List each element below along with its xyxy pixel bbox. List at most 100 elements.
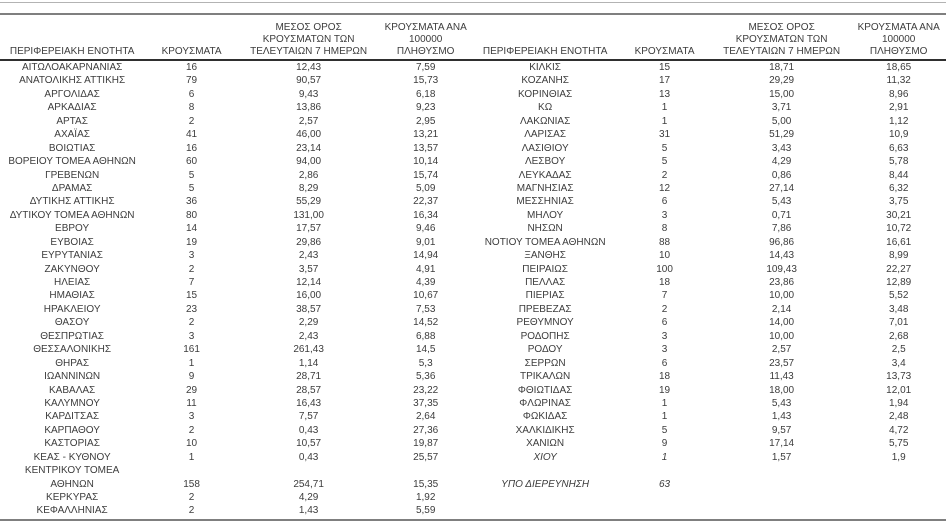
per100k-cell: 30,21: [886, 209, 912, 221]
per100k-cell: 13,57: [413, 142, 439, 154]
avg7-cell: 27,14: [769, 182, 795, 194]
cases-cell: 7: [661, 290, 668, 302]
region-cell: ΜΗΛΟΥ: [527, 209, 564, 221]
per100k-cell: 3,75: [888, 196, 909, 208]
cases-cell: 2: [188, 263, 195, 275]
per100k-cell: 7,59: [415, 62, 436, 73]
table-row: ΛΑΡΙΣΑΣ 31 51,29 10,9: [473, 128, 946, 141]
per100k-cell: 2,68: [888, 330, 909, 342]
per100k-cell: 6,88: [415, 330, 436, 342]
avg7-cell: 46,00: [296, 129, 322, 141]
cases-cell: 9: [188, 371, 195, 383]
cases-cell: 13: [658, 88, 671, 100]
region-cell: ΠΡΕΒΕΖΑΣ: [518, 303, 572, 315]
per100k-cell: 3,4: [891, 357, 906, 369]
per100k-cell: 9,01: [415, 236, 436, 248]
table-row: ΘΕΣΠΡΩΤΙΑΣ 3 2,43 6,88: [0, 330, 473, 343]
table-row: ΕΒΡΟΥ 14 17,57 9,46: [0, 222, 473, 235]
region-cell: ΝΟΤΙΟΥ ΤΟΜΕΑ ΑΘΗΝΩΝ: [484, 236, 606, 248]
avg7-cell: 10,00: [769, 290, 795, 302]
cases-cell: 6: [188, 88, 195, 100]
col-header-per100k: ΚΡΟΥΣΜΑΤΑ ΑΝΑ 100000 ΠΛΗΘΥΣΜΟ: [851, 18, 946, 61]
table-row: ΑΡΓΟΛΙΔΑΣ 6 9,43 6,18: [0, 88, 473, 101]
cases-cell: 10: [185, 438, 198, 450]
cases-cell: 19: [658, 384, 671, 396]
per100k-cell: 7,01: [888, 317, 909, 329]
table-row: ΛΕΥΚΑΔΑΣ 2 0,86 8,44: [473, 169, 946, 182]
per100k-cell: 37,35: [413, 397, 439, 409]
table-row: ΘΕΣΣΑΛΟΝΙΚΗΣ 161 261,43 14,5: [0, 343, 473, 356]
cases-cell: 1: [188, 451, 195, 463]
table-row: ΑΡΚΑΔΙΑΣ 8 13,86 9,23: [0, 101, 473, 114]
avg7-cell: 9,57: [771, 424, 792, 436]
cases-cell: 17: [658, 75, 671, 87]
table-row: ΜΕΣΣΗΝΙΑΣ 6 5,43 3,75: [473, 195, 946, 208]
col-header-cases: ΚΡΟΥΣΜΑΤΑ: [144, 18, 239, 61]
table-header-left: ΠΕΡΙΦΕΡΕΙΑΚΗ ΕΝΟΤΗΤΑ ΚΡΟΥΣΜΑΤΑ ΜΕΣΟΣ ΟΡΟ…: [0, 18, 473, 61]
region-cell: ΕΥΡΥΤΑΝΙΑΣ: [41, 250, 103, 262]
region-cell: ΑΡΓΟΛΙΔΑΣ: [44, 88, 100, 100]
cases-cell: 11: [186, 397, 197, 409]
regional-cases-tables: ΠΕΡΙΦΕΡΕΙΑΚΗ ΕΝΟΤΗΤΑ ΚΡΟΥΣΜΑΤΑ ΜΕΣΟΣ ΟΡΟ…: [0, 18, 946, 518]
table-row: ΡΕΘΥΜΝΟΥ 6 14,00 7,01: [473, 316, 946, 329]
cases-cell: 15: [185, 290, 198, 302]
cases-cell: 18: [658, 371, 671, 383]
per100k-cell: 8,96: [888, 88, 909, 100]
col-header-avg7: ΜΕΣΟΣ ΟΡΟΣ ΚΡΟΥΣΜΑΤΩΝ ΤΩΝ ΤΕΛΕΥΤΑΙΩΝ 7 Η…: [711, 18, 852, 61]
avg7-cell: 131,00: [293, 209, 324, 221]
region-cell: ΛΕΣΒΟΥ: [524, 156, 566, 168]
avg7-cell: 2,14: [771, 303, 792, 315]
per100k-cell: 5,52: [888, 290, 909, 302]
per100k-cell: [851, 464, 946, 477]
per100k-cell: 2,64: [415, 411, 436, 423]
avg7-cell: 9,43: [298, 88, 319, 100]
per100k-cell: 12,89: [886, 277, 912, 288]
per100k-cell: 4,91: [415, 263, 436, 275]
avg7-cell: 90,57: [296, 75, 322, 87]
avg7-cell: 28,71: [296, 371, 322, 383]
avg7-cell: 261,43: [293, 344, 324, 356]
per100k-cell: 8,44: [888, 169, 909, 181]
region-cell: ΥΠΟ ΔΙΕΡΕΥΝΗΣΗ: [501, 478, 590, 490]
region-cell: ΚΕΑΣ - ΚΥΘΝΟΥ: [33, 451, 111, 463]
cases-cell: 3: [188, 330, 195, 342]
table-row: ΛΕΣΒΟΥ 5 4,29 5,78: [473, 155, 946, 168]
table-row: ΚΑΒΑΛΑΣ 29 28,57 23,22: [0, 384, 473, 397]
region-cell: ΕΒΡΟΥ: [55, 223, 90, 235]
avg7-cell: 15,00: [769, 88, 795, 100]
cases-cell: 14: [185, 223, 198, 235]
per100k-cell: 15,74: [413, 169, 439, 181]
region-cell: ΚΟΡΙΝΘΙΑΣ: [518, 88, 573, 100]
per100k-cell: 7,53: [415, 303, 436, 315]
avg7-cell: 23,86: [769, 277, 795, 288]
region-cell: ΘΕΣΣΑΛΟΝΙΚΗΣ: [33, 344, 112, 356]
per100k-cell: 3,48: [888, 303, 909, 315]
header-row: ΠΕΡΙΦΕΡΕΙΑΚΗ ΕΝΟΤΗΤΑ ΚΡΟΥΣΜΑΤΑ ΜΕΣΟΣ ΟΡΟ…: [473, 18, 946, 61]
per100k-cell: 16,61: [886, 236, 912, 248]
per100k-cell: 2,48: [888, 411, 909, 423]
region-cell: ΔΥΤΙΚΟΥ ΤΟΜΕΑ ΑΘΗΝΩΝ: [9, 209, 135, 221]
per100k-cell: 14,5: [415, 344, 436, 356]
region-cell: ΘΑΣΟΥ: [54, 317, 90, 329]
per100k-cell: 1,9: [891, 451, 906, 463]
region-cell: [473, 464, 617, 477]
region-cell: ΦΘΙΩΤΙΔΑΣ: [517, 384, 573, 396]
table-row: ΚΕΦΑΛΛΗΝΙΑΣ 2 1,43 5,59: [0, 504, 473, 517]
table-row: ΑΝΑΤΟΛΙΚΗΣ ΑΤΤΙΚΗΣ 79 90,57 15,73: [0, 74, 473, 87]
col-header-region: ΠΕΡΙΦΕΡΕΙΑΚΗ ΕΝΟΤΗΤΑ: [473, 18, 618, 61]
cases-cell: 18: [658, 277, 671, 288]
cases-cell: 3: [188, 411, 195, 423]
avg7-cell: 23,57: [769, 357, 795, 369]
cases-cell: 16: [185, 142, 198, 154]
region-cell: ΚΑΡΔΙΤΣΑΣ: [45, 411, 100, 423]
per100k-cell: 10,67: [413, 290, 439, 302]
region-cell: ΘΕΣΠΡΩΤΙΑΣ: [40, 330, 104, 342]
avg7-cell: 23,14: [296, 142, 322, 154]
avg7-cell: 4,29: [771, 156, 792, 168]
table-row: ΛΑΣΙΘΙΟΥ 5 3,43 6,63: [473, 142, 946, 155]
per100k-cell: 5,3: [418, 357, 433, 369]
bottom-rule: [0, 519, 946, 521]
per100k-cell: 4,72: [888, 424, 909, 436]
region-cell: ΚΑΒΑΛΑΣ: [49, 384, 96, 396]
avg7-cell: 17,57: [296, 223, 322, 235]
